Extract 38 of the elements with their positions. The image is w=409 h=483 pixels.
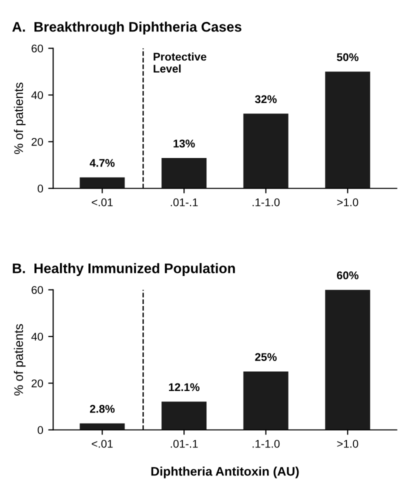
x-tick-label: .1-1.0	[252, 198, 280, 206]
data-label: 12.1%	[169, 383, 200, 392]
y-tick-label: 40	[31, 91, 44, 100]
x-tick-label: >1.0	[337, 440, 358, 448]
bar	[162, 158, 207, 188]
x-axis-title: Diphtheria Antitoxin (AU)	[151, 466, 299, 478]
data-label: 32%	[254, 95, 277, 104]
x-tick-label: <.01	[92, 440, 113, 448]
bar	[243, 372, 288, 430]
y-tick-label: 20	[32, 379, 44, 388]
y-axis-title: % of patients	[14, 324, 26, 396]
chart-title: A. Breakthrough Diphtheria Cases	[12, 22, 242, 35]
x-tick-label: >1.0	[337, 198, 358, 206]
y-tick-label: 0	[38, 184, 44, 193]
data-label: 60%	[336, 271, 358, 280]
bar	[325, 290, 370, 430]
bar	[325, 72, 370, 188]
x-tick-label: .1-1.0	[252, 440, 280, 448]
x-tick-label: <.01	[92, 198, 113, 206]
y-tick-label: 60	[32, 286, 44, 294]
bar	[243, 114, 288, 188]
bar	[162, 402, 207, 430]
y-tick-label: 20	[32, 138, 44, 146]
bar	[80, 423, 125, 430]
data-label: 13%	[174, 140, 195, 148]
data-label: 25%	[255, 353, 277, 361]
y-tick-label: 0	[38, 426, 44, 434]
y-tick-label: 40	[31, 332, 44, 341]
y-axis-title: % of patients	[14, 82, 26, 154]
bar	[80, 177, 125, 188]
data-label: 50%	[336, 53, 358, 62]
y-tick-label: 60	[32, 44, 44, 52]
annotation: Protective Level	[154, 52, 206, 73]
chart-title: B. Healthy Immunized Population	[12, 263, 235, 276]
x-tick-label: .01-.1	[170, 198, 198, 206]
data-label: 4.7%	[90, 159, 115, 167]
data-label: 2.8%	[90, 404, 115, 413]
x-tick-label: .01-.1	[170, 440, 198, 448]
